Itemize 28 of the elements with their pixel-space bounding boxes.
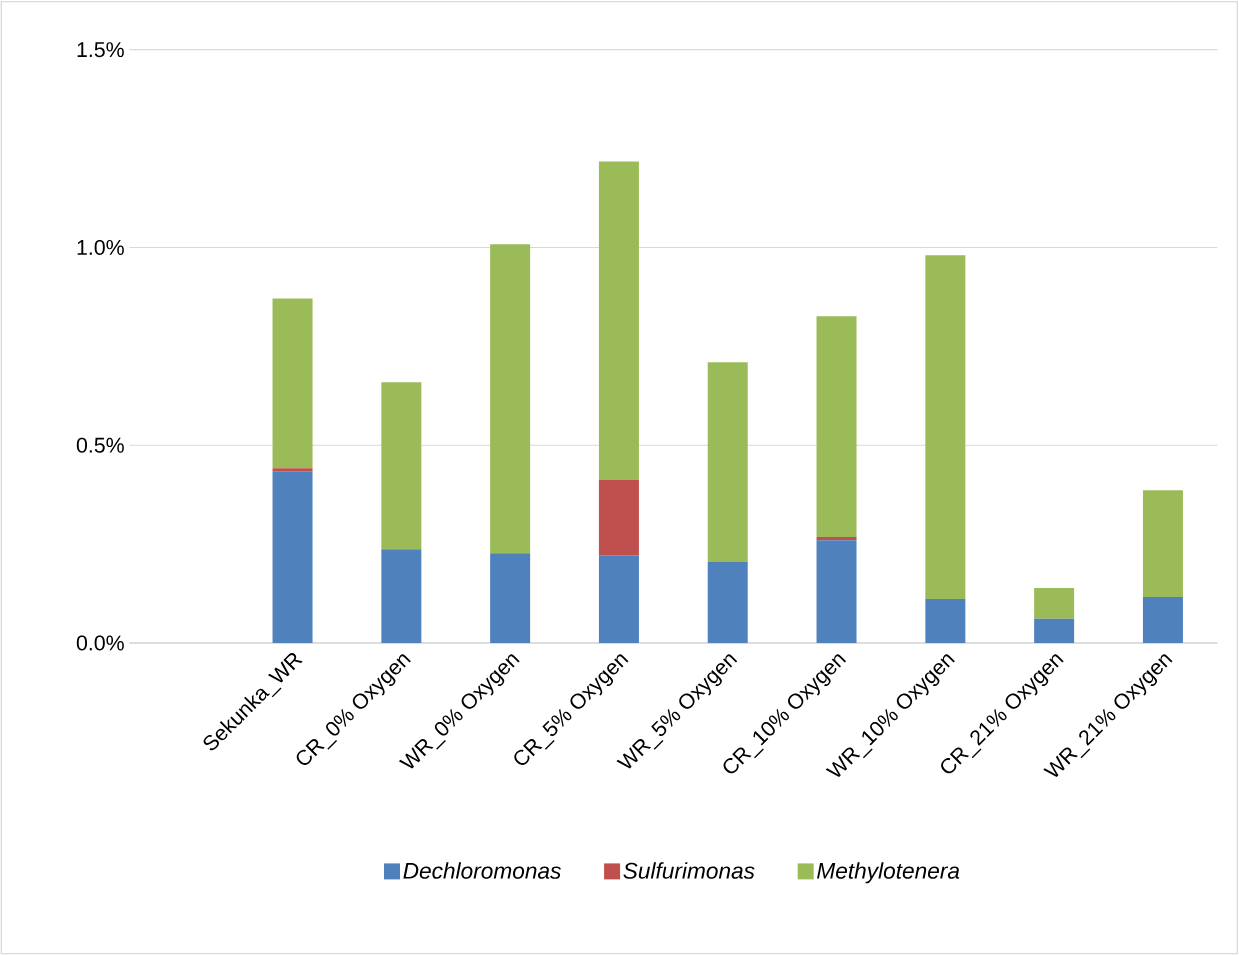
bar <box>816 536 857 541</box>
y-tick-label: 0.0% <box>76 635 124 651</box>
legend-label: Sulfurimonas <box>623 862 755 879</box>
bar <box>1142 490 1183 598</box>
bar <box>490 553 531 643</box>
legend-label: Methylotenera <box>817 862 960 884</box>
bar <box>598 161 639 481</box>
bar <box>1142 597 1183 643</box>
y-tick-label: 1.0% <box>77 239 124 255</box>
bar <box>272 471 313 643</box>
y-tick-label: 0.5% <box>76 437 124 453</box>
bar <box>925 599 966 643</box>
bar <box>816 316 857 537</box>
bar <box>1034 588 1075 619</box>
bar <box>381 382 422 550</box>
legend-label: Dechloromonas <box>403 862 561 879</box>
bar <box>598 480 639 556</box>
bar <box>816 540 857 643</box>
bar <box>490 244 531 554</box>
bar <box>598 555 639 643</box>
bar <box>381 549 422 643</box>
bar <box>925 255 966 600</box>
bar <box>272 468 313 472</box>
bar <box>707 561 748 643</box>
bar <box>272 298 313 469</box>
bar <box>1034 618 1075 643</box>
bar <box>707 362 748 562</box>
y-tick-label: 1.5% <box>77 42 124 58</box>
